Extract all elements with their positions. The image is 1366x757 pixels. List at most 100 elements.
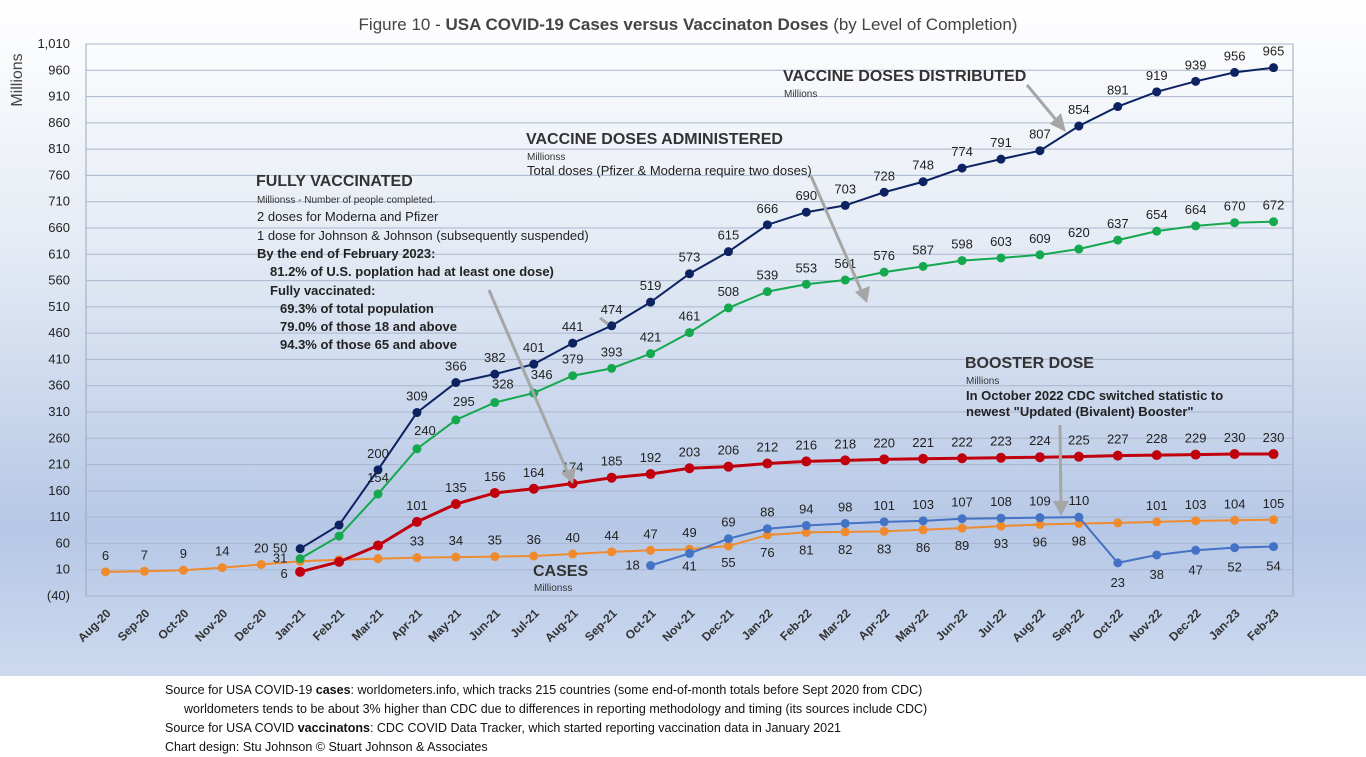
data-label: 637 (1107, 216, 1129, 231)
footer-line-cases: Source for USA COVID-19 cases: worldomet… (165, 683, 923, 697)
data-point (1035, 513, 1045, 523)
x-tick-label: Oct-21 (622, 606, 659, 643)
data-label: 101 (1146, 498, 1168, 513)
data-point (1113, 518, 1123, 528)
y-axis-label: Millions (9, 53, 26, 106)
y-tick-label: 360 (48, 378, 70, 393)
footer-line-design: Chart design: Stu Johnson © Stuart Johns… (165, 740, 488, 754)
data-point (840, 200, 850, 210)
data-point (334, 531, 344, 541)
data-point (1074, 512, 1084, 522)
data-label: 224 (1029, 433, 1051, 448)
data-label: 393 (601, 344, 623, 359)
data-point (256, 559, 266, 569)
annotation-fully-line8: 94.3% of those 65 and above (280, 337, 457, 352)
x-tick-label: Oct-22 (1090, 606, 1127, 643)
annotation-fully-head: FULLY VACCINATED (256, 173, 413, 190)
x-tick-label: Sep-22 (1049, 606, 1087, 644)
annotation-administered-unit: Millionss (527, 152, 565, 163)
y-tick-label: 260 (48, 430, 70, 445)
data-label: 203 (679, 444, 701, 459)
y-tick-label: (40) (47, 588, 70, 603)
data-point (840, 518, 850, 528)
y-tick-label: 460 (48, 325, 70, 340)
data-label: 666 (757, 201, 779, 216)
data-label: 791 (990, 135, 1012, 150)
data-label: 156 (484, 469, 506, 484)
data-label: 23 (1111, 575, 1125, 590)
x-tick-label: Sep-21 (582, 606, 620, 644)
data-point (918, 177, 928, 187)
data-label: 86 (916, 540, 930, 555)
x-tick-label: Dec-22 (1166, 606, 1204, 644)
data-label: 81 (799, 542, 813, 557)
data-label: 76 (760, 545, 774, 560)
x-tick-label: Jul-22 (975, 606, 1010, 641)
data-label: 14 (215, 544, 229, 559)
data-label: 103 (912, 497, 934, 512)
data-point (645, 469, 656, 480)
data-label: 82 (838, 542, 852, 557)
data-label: 703 (834, 181, 856, 196)
data-point (568, 549, 578, 559)
x-tick-label: Dec-21 (699, 606, 737, 644)
data-point (685, 328, 694, 338)
x-tick-label: Oct-20 (155, 606, 192, 643)
series-fully-vaccinated (295, 449, 1279, 577)
data-label: 47 (1188, 562, 1202, 577)
annotation-fully-line6: 69.3% of total population (280, 301, 434, 316)
data-label: 965 (1263, 44, 1285, 59)
x-tick-label: Mar-22 (816, 606, 853, 643)
data-point (100, 567, 110, 577)
y-tick-label: 860 (48, 115, 70, 130)
y-tick-label: 960 (48, 62, 70, 77)
data-label: 101 (873, 498, 895, 513)
annotation-administered-head: VACCINE DOSES ADMINISTERED (526, 131, 783, 148)
x-tick-label: Aug-20 (75, 606, 114, 645)
data-point (918, 261, 928, 271)
data-label: 54 (1266, 559, 1280, 574)
data-point (723, 461, 734, 472)
data-point (528, 483, 539, 494)
data-point (1230, 67, 1240, 77)
data-label: 36 (527, 532, 541, 547)
data-point (685, 269, 694, 279)
x-tick-label: Jan-22 (739, 606, 776, 643)
data-label: 346 (531, 367, 553, 382)
annotation-cases-unit: Millionss (534, 583, 572, 594)
data-label: 88 (760, 505, 774, 520)
annotation-cases: CASES Millionss (533, 563, 588, 594)
arrow-heads (561, 113, 1069, 516)
data-label: 539 (757, 268, 779, 283)
data-label: 240 (414, 423, 436, 438)
data-point (801, 279, 811, 289)
data-point (529, 359, 539, 369)
annotation-fully-unit: Millionss - Number of people completed. (257, 195, 435, 206)
data-label: 107 (951, 495, 973, 510)
footer-line-vaccinations: Source for USA COVID vaccinatons: CDC CO… (165, 721, 842, 735)
data-point (1230, 515, 1240, 525)
data-point (879, 454, 890, 465)
data-label: 212 (757, 440, 779, 455)
y-tick-label: 760 (48, 167, 70, 182)
arrow-label-474 (599, 316, 609, 326)
data-point (1230, 543, 1240, 553)
data-label: 41 (682, 558, 696, 573)
data-point (1152, 226, 1162, 236)
data-label: 401 (523, 340, 545, 355)
data-label: 225 (1068, 433, 1090, 448)
data-point (490, 552, 500, 562)
data-point (1074, 121, 1084, 131)
data-point (1074, 244, 1084, 254)
data-point (1190, 449, 1201, 460)
data-label: 6 (102, 548, 109, 563)
data-point (411, 516, 422, 527)
data-label: 295 (453, 394, 475, 409)
x-tick-label: Aug-22 (1009, 606, 1048, 645)
data-label: 34 (449, 533, 463, 548)
x-tick-label: Apr-22 (856, 606, 893, 643)
data-label: 728 (873, 168, 895, 183)
data-point (1191, 516, 1201, 526)
data-label: 774 (951, 144, 973, 159)
